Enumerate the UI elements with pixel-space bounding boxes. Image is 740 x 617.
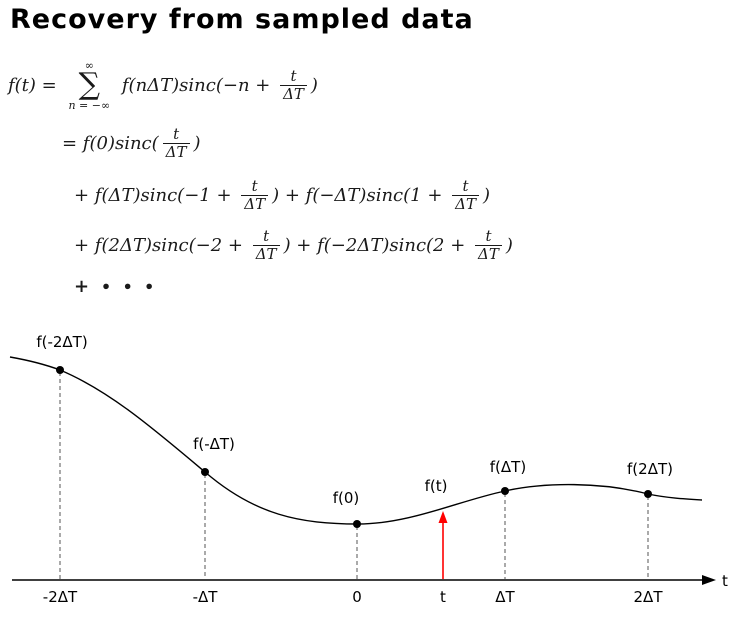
- fraction-denominator: ΔT: [475, 245, 502, 263]
- tick-label-2dt: 2ΔT: [634, 588, 664, 606]
- fraction-numerator: t: [290, 66, 297, 85]
- fraction-t-over-dt: t ΔT: [162, 125, 190, 162]
- fraction-numerator: t: [263, 227, 270, 245]
- label-f-dt: f(ΔT): [490, 458, 526, 476]
- fraction-denominator: ΔT: [162, 143, 190, 161]
- label-f-minus2dt: f(-2ΔT): [36, 333, 87, 351]
- axis-arrowhead-icon: [702, 575, 716, 585]
- fraction-t-over-dt: t ΔT: [252, 227, 280, 264]
- sum-upper-limit: ∞: [84, 59, 94, 72]
- label-f-2dt: f(2ΔT): [627, 460, 673, 478]
- ft-arrowhead-icon: [438, 511, 448, 523]
- sample-point-2dt: [644, 490, 652, 498]
- equation-line-2: = f(0)sinc( t ΔT ): [62, 125, 201, 162]
- fraction-t-over-dt: t ΔT: [280, 66, 307, 104]
- page-title: Recovery from sampled data: [10, 4, 474, 35]
- sample-point-zero: [353, 520, 361, 528]
- tick-label-minus2dt: -2ΔT: [43, 588, 78, 606]
- fraction-denominator: ΔT: [241, 195, 269, 213]
- sampling-diagram: t f(t) f(-2ΔT) f(-ΔT) f(0) f(ΔT) f(2ΔT) …: [9, 333, 728, 606]
- fraction-t-over-dt: t ΔT: [475, 227, 502, 264]
- eq1-close-paren: ): [310, 74, 318, 96]
- sample-point-minusdt: [201, 468, 209, 476]
- tick-label-minusdt: -ΔT: [193, 588, 219, 606]
- eq2-body: = f(0)sinc(: [62, 133, 159, 155]
- axis-label-t: t: [722, 572, 728, 590]
- eq3-close-paren: ): [482, 185, 490, 207]
- label-f-minusdt: f(-ΔT): [193, 435, 235, 453]
- equation-line-3: + f(ΔT)sinc(−1 + t ΔT ) + f(−ΔT)sinc(1 +…: [74, 177, 490, 214]
- eq4-close-paren: ): [505, 235, 513, 257]
- label-f-zero: f(0): [333, 489, 360, 507]
- tick-label-t: t: [440, 588, 446, 606]
- fraction-numerator: t: [173, 125, 180, 143]
- sample-point-minus2dt: [56, 366, 64, 374]
- summation-symbol: ∞ ∑ n = −∞: [68, 60, 110, 111]
- tick-label-zero: 0: [352, 588, 362, 606]
- tick-label-dt: ΔT: [495, 588, 515, 606]
- equation-line-4: + f(2ΔT)sinc(−2 + t ΔT ) + f(−2ΔT)sinc(2…: [74, 227, 513, 264]
- eq4-term2: ) + f(−2ΔT)sinc(2 +: [283, 235, 472, 257]
- eq3-term1: + f(ΔT)sinc(−1 +: [74, 185, 238, 207]
- fraction-t-over-dt: t ΔT: [241, 177, 269, 214]
- fraction-numerator: t: [462, 177, 469, 195]
- fraction-denominator: ΔT: [452, 195, 479, 213]
- eq2-close-paren: ): [193, 133, 201, 155]
- label-ft: f(t): [425, 477, 448, 495]
- equation-line-5: + ∙ ∙ ∙: [74, 276, 157, 297]
- equation-line-1: f(t) = ∞ ∑ n = −∞ f(nΔT)sinc(−n + t ΔT ): [8, 60, 318, 111]
- fraction-numerator: t: [485, 227, 492, 245]
- eq3-term2: ) + f(−ΔT)sinc(1 +: [272, 185, 449, 207]
- sigma-icon: ∑: [78, 67, 101, 102]
- sample-point-dt: [501, 487, 509, 495]
- fraction-denominator: ΔT: [252, 245, 280, 263]
- fraction-denominator: ΔT: [280, 84, 307, 103]
- sum-lower-limit: n = −∞: [68, 98, 111, 112]
- fraction-numerator: t: [251, 177, 258, 195]
- eq5-ellipsis: + ∙ ∙ ∙: [74, 276, 157, 297]
- fraction-t-over-dt: t ΔT: [452, 177, 479, 214]
- eq1-lhs: f(t) =: [8, 74, 63, 96]
- eq1-body: f(nΔT)sinc(−n +: [116, 74, 277, 96]
- eq4-term1: + f(2ΔT)sinc(−2 +: [74, 235, 249, 257]
